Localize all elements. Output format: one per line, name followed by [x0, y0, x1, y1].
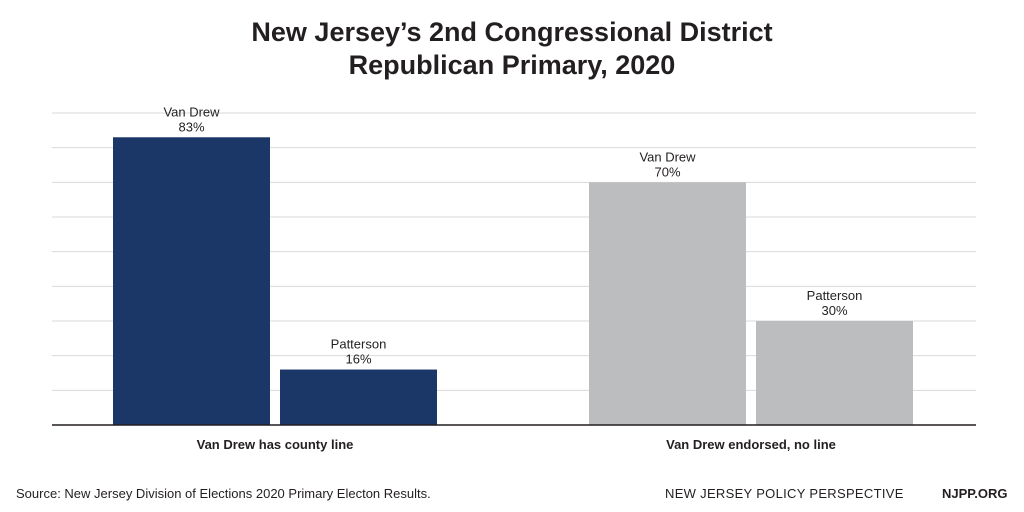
bar-series-label: Van Drew [163, 104, 220, 119]
bar [113, 137, 270, 425]
x-category-label: Van Drew has county line [197, 437, 354, 452]
bar-series-label: Patterson [331, 337, 387, 352]
bar [280, 369, 437, 425]
bar-series-label: Patterson [807, 288, 863, 303]
bar-data-label: 16% [345, 352, 371, 367]
chart-subtitle: Republican Primary, 2020 [348, 50, 676, 80]
source-note: Source: New Jersey Division of Elections… [16, 486, 431, 501]
x-category-label: Van Drew endorsed, no line [666, 437, 836, 452]
bar-series-label: Van Drew [639, 149, 696, 164]
chart-title: New Jersey’s 2nd Congressional District [251, 17, 773, 47]
bar-data-label: 30% [821, 303, 847, 318]
chart-title-block: New Jersey’s 2nd Congressional District … [0, 16, 1024, 82]
bar [589, 182, 746, 425]
publisher-name: NEW JERSEY POLICY PERSPECTIVE [665, 486, 904, 501]
bar-data-label: 70% [654, 164, 680, 179]
bar-data-label: 83% [178, 119, 204, 134]
site-url: NJPP.ORG [942, 486, 1008, 501]
bar [756, 321, 913, 425]
